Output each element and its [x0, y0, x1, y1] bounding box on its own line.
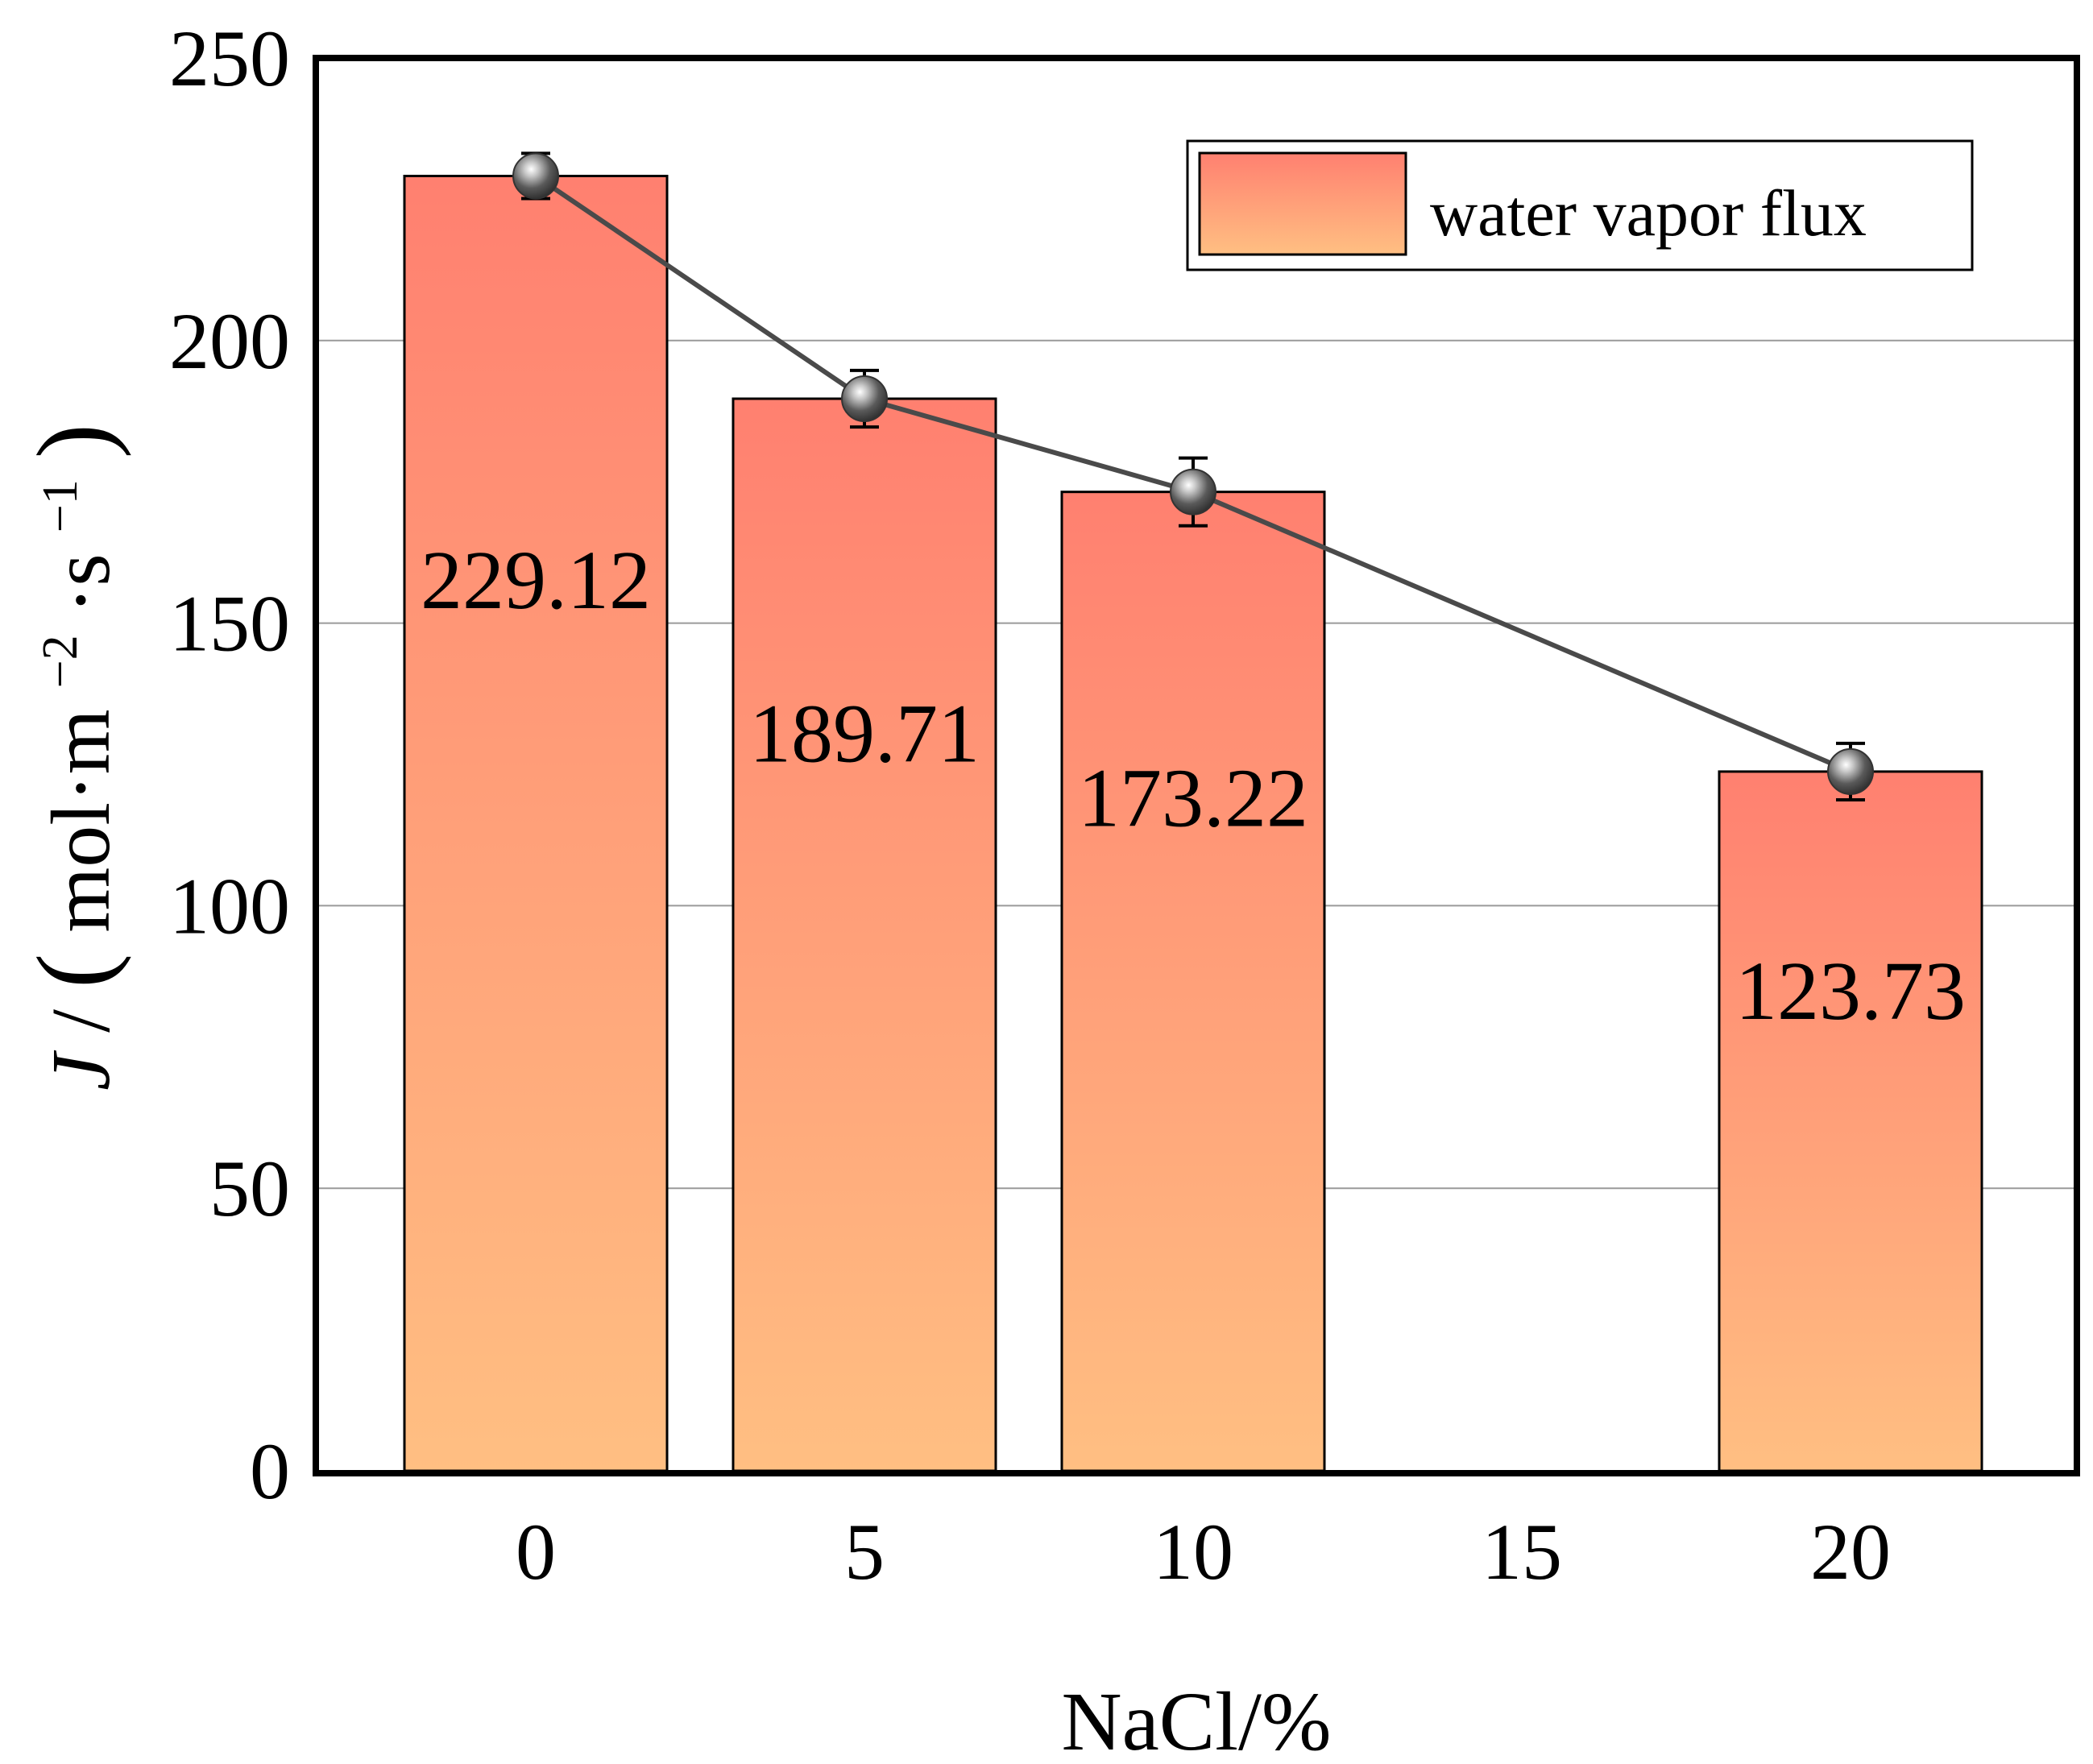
x-tick-label-20: 20 [1810, 1507, 1891, 1596]
legend-swatch [1198, 151, 1407, 256]
y-tick-label-250: 250 [169, 14, 290, 103]
x-axis-title: NaCl/% [1061, 1675, 1331, 1764]
y-tick-label-150: 150 [169, 579, 290, 669]
legend: water vapor flux [1186, 139, 1974, 271]
data-label-20: 123.73 [1735, 945, 1966, 1037]
plot-frame [313, 55, 2080, 1476]
data-label-0: 229.12 [421, 534, 651, 627]
marker-0 [512, 152, 559, 200]
data-label-10: 173.22 [1078, 752, 1308, 844]
legend-label: water vapor flux [1430, 176, 1867, 250]
y-axis-unit-mid: ·s [35, 553, 127, 614]
data-labels: 229.12 189.71 173.22 123.73 [421, 534, 1966, 1037]
y-axis-symbol: J [35, 1050, 127, 1091]
y-axis-close-paren: ) [16, 424, 132, 458]
x-tick-label-15: 15 [1482, 1507, 1562, 1596]
x-tick-label-10: 10 [1153, 1507, 1233, 1596]
trend-line [534, 174, 1852, 774]
marker-10 [1170, 468, 1216, 516]
y-tick-label-200: 200 [169, 296, 290, 386]
x-tick-label-5: 5 [844, 1507, 885, 1596]
bars [403, 174, 1983, 1472]
marker-5 [841, 375, 888, 422]
marker-20 [1827, 747, 1874, 795]
y-axis-unit-main: mol·m [35, 709, 127, 932]
x-tick-labels: 0 5 10 15 20 [516, 1507, 1891, 1596]
y-tick-label-100: 100 [169, 861, 290, 950]
data-label-5: 189.71 [749, 688, 980, 781]
y-axis-sup-1: −2 [33, 635, 88, 688]
trend-series [512, 151, 1874, 801]
y-axis-open-paren: ( [16, 954, 132, 988]
y-axis-slash: / [35, 1009, 127, 1033]
x-tick-label-0: 0 [516, 1507, 556, 1596]
bar-5 [732, 397, 997, 1472]
y-tick-labels: 0 50 100 150 200 250 [169, 14, 290, 1516]
bar-0 [403, 174, 669, 1472]
y-axis-title: J / ( mol·m −2 ·s −1 ) [2, 424, 132, 1091]
bar-10 [1060, 491, 1326, 1472]
y-tick-label-0: 0 [250, 1427, 290, 1516]
bar-20 [1718, 770, 1983, 1472]
y-tick-label-50: 50 [209, 1144, 290, 1233]
y-axis-sup-2: −1 [33, 479, 88, 532]
